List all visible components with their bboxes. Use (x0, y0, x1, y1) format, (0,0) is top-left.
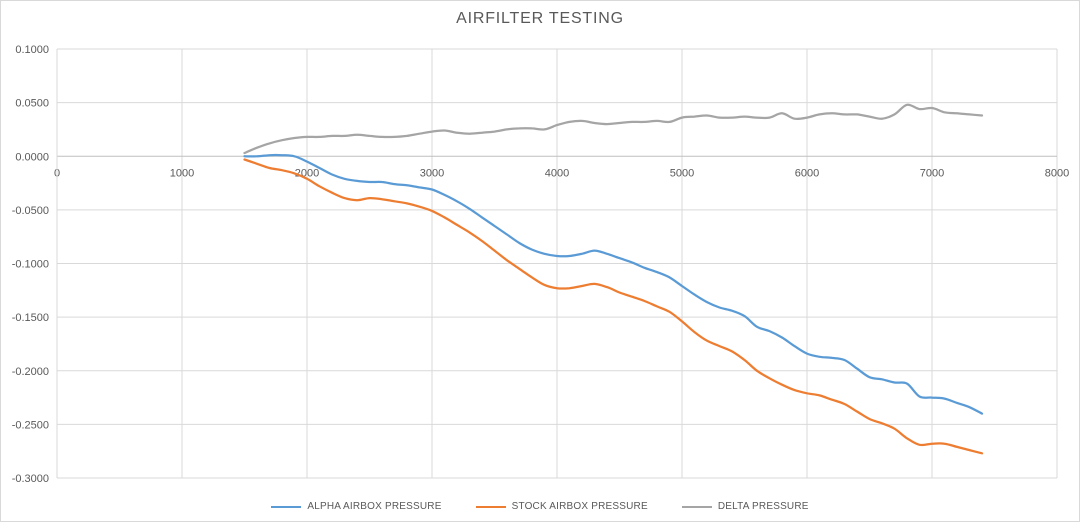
legend-item-delta-pressure[interactable]: DELTA PRESSURE (681, 501, 809, 512)
y-axis-tick-label: 0.1000 (15, 44, 49, 56)
legend-label: STOCK AIRBOX PRESSURE (511, 501, 648, 512)
x-axis-tick-label: 8000 (1045, 167, 1069, 179)
y-axis-tick-label: -0.0500 (12, 205, 49, 217)
legend-label: ALPHA AIRBOX PRESSURE (307, 501, 442, 512)
series-line-delta-pressure (243, 103, 984, 155)
y-axis-tick-label: -0.2500 (12, 419, 49, 431)
y-axis-tick-label: -0.3000 (12, 473, 49, 485)
series-line-stock-airbox-pressure (243, 158, 984, 455)
y-axis-tick-label: 0.0000 (15, 151, 49, 163)
y-axis-tick-label: 0.0500 (15, 98, 49, 110)
y-axis-tick-label: -0.1500 (12, 312, 49, 324)
series-line-alpha-airbox-pressure (243, 153, 984, 415)
chart-title: AIRFILTER TESTING (456, 10, 624, 27)
legend-line-swatch-gray (681, 505, 712, 508)
x-axis-tick-label: 3000 (420, 167, 444, 179)
legend-label: DELTA PRESSURE (717, 501, 809, 512)
x-axis-tick-label: 2000 (295, 167, 319, 179)
legend-line-swatch-blue (271, 505, 302, 508)
legend-line-swatch-orange (475, 505, 506, 508)
y-axis-tick-label: -0.2000 (12, 366, 49, 378)
legend-item-alpha-airbox-pressure[interactable]: ALPHA AIRBOX PRESSURE (271, 501, 441, 512)
x-axis-tick-label: 1000 (170, 167, 194, 179)
x-axis-tick-label: 4000 (545, 167, 569, 179)
y-axis-tick-label: -0.1000 (12, 259, 49, 271)
x-axis-tick-label: 7000 (920, 167, 944, 179)
legend-item-stock-airbox-pressure[interactable]: STOCK AIRBOX PRESSURE (475, 501, 648, 512)
x-axis-tick-label: 6000 (795, 167, 819, 179)
legend: ALPHA AIRBOX PRESSURE STOCK AIRBOX PRESS… (1, 501, 1079, 512)
x-axis-tick-label: 5000 (670, 167, 694, 179)
